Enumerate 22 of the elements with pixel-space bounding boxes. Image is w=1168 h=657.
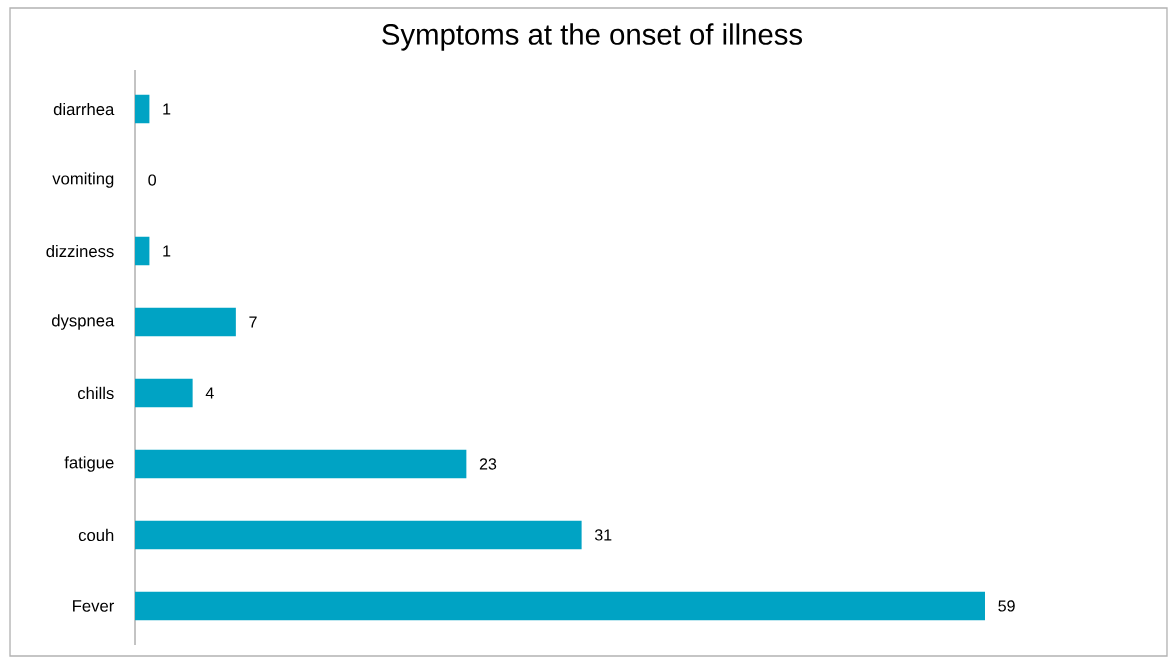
- y-tick-label: fatigue: [64, 456, 114, 472]
- y-tick-label: Fever: [73, 600, 115, 612]
- data-label: 31: [594, 529, 612, 541]
- bar: [135, 378, 193, 408]
- data-label: 7: [249, 316, 257, 328]
- data-label: 23: [479, 458, 497, 470]
- chart-title: Symptoms at the onset of illness: [382, 23, 803, 51]
- data-label: 59: [998, 600, 1015, 612]
- data-label: 1: [163, 245, 171, 257]
- y-tick-label: vomiting: [52, 172, 114, 188]
- data-label: 1: [163, 103, 171, 115]
- bar: [135, 591, 985, 621]
- y-tick-label: couh: [78, 528, 114, 542]
- bar: [135, 520, 582, 550]
- y-tick-label: dyspnea: [51, 314, 115, 330]
- y-tick-label: chills: [77, 386, 114, 400]
- bar: [135, 307, 236, 337]
- data-label: 4: [205, 387, 214, 399]
- data-label: 0: [148, 174, 156, 186]
- y-tick-label: dizziness: [46, 244, 114, 258]
- bar: [135, 449, 467, 479]
- y-tick-label: diarrhea: [53, 102, 115, 116]
